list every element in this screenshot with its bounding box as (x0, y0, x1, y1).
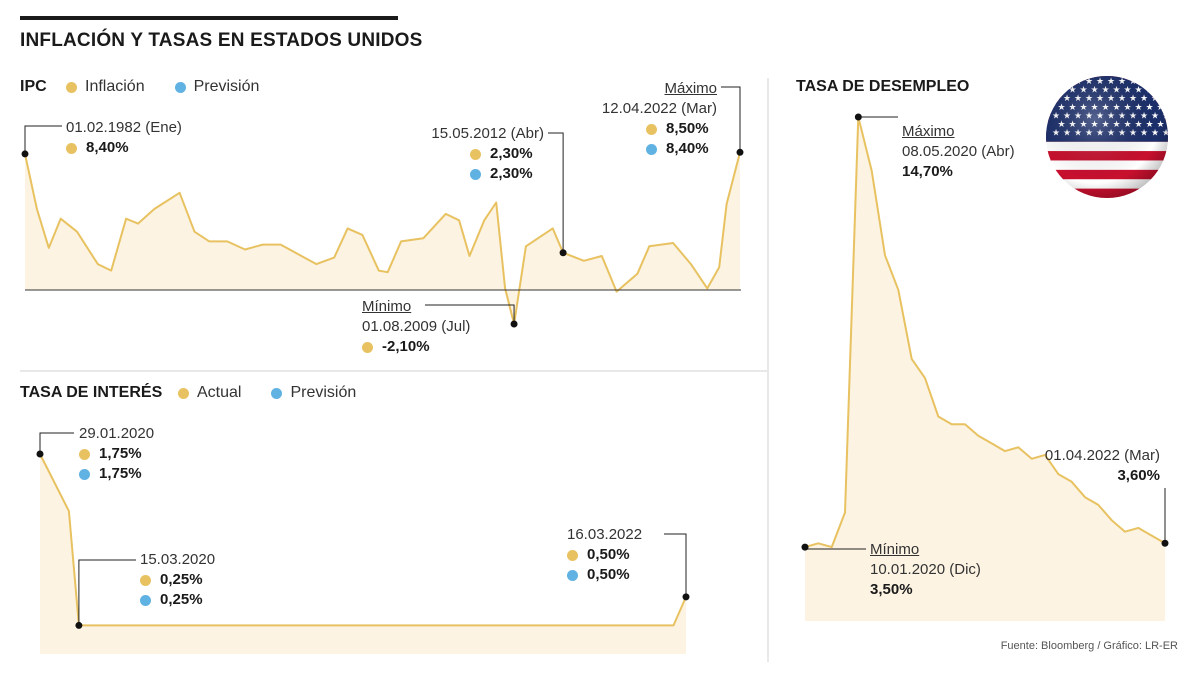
svg-text:★: ★ (1151, 77, 1159, 87)
ipc-annotation-max: Máximo 12.04.2022 (Mar) 8,50% 8,40% (580, 79, 717, 159)
desempleo-min-date: 10.01.2020 (Dic) (870, 561, 981, 578)
desempleo-annotation-max: Máximo 08.05.2020 (Abr) 14,70% (902, 122, 1015, 182)
desempleo-min-label: Mínimo (870, 541, 920, 558)
interes-b-prevision: 0,25% (160, 591, 203, 608)
legend-label-actual: Actual (197, 384, 242, 401)
interes-c-date: 16.03.2022 (567, 526, 643, 543)
ipc-max-date: 12.04.2022 (Mar) (601, 100, 717, 117)
interes-annotation-b: 15.03.2020 0,25% 0,25% (140, 550, 215, 610)
title-rule (20, 16, 398, 20)
interes-b-actual: 0,25% (160, 571, 203, 588)
desempleo-min-value: 3,50% (870, 581, 913, 598)
interes-annotation-a: 29.01.2020 1,75% 1,75% (79, 424, 154, 484)
legend-swatch-prevision-int (271, 387, 283, 399)
ipc-mid-inflacion: 2,30% (490, 145, 533, 162)
desempleo-annotation-end: 01.04.2022 (Mar) 3,60% (1010, 446, 1160, 486)
desempleo-line (804, 116, 1166, 549)
interes-b-leader (78, 559, 136, 626)
svg-text:★: ★ (1157, 86, 1165, 96)
interes-c-leader (664, 533, 687, 597)
ipc-mid-leader (548, 132, 564, 253)
desempleo-min-marker (801, 543, 809, 551)
desempleo-end-date: 01.04.2022 (Mar) (1044, 447, 1160, 464)
page-title: INFLACIÓN Y TASAS EN ESTADOS UNIDOS (20, 30, 423, 51)
ipc-max-label: Máximo (664, 80, 717, 97)
source-note: Fuente: Bloomberg / Gráfico: LR-ER (1000, 640, 1178, 652)
legend-label-prevision-int: Previsión (290, 384, 357, 401)
svg-text:★: ★ (1140, 77, 1148, 87)
ipc-max-prevision: 8,40% (666, 140, 709, 157)
ipc-line (24, 152, 741, 325)
ipc-annotation-min: Mínimo 01.08.2009 (Jul) -2,10% (362, 297, 470, 357)
ipc-max-leader (721, 86, 741, 153)
interes-a-prevision: 1,75% (99, 465, 142, 482)
interes-area (40, 454, 686, 654)
desempleo-max-value: 14,70% (902, 163, 953, 180)
svg-text:★: ★ (1162, 77, 1170, 87)
desempleo-area (805, 117, 1165, 621)
desempleo-max-date: 08.05.2020 (Abr) (902, 143, 1015, 160)
ipc-start-inflacion: 8,40% (86, 139, 129, 156)
desempleo-annotation-min: Mínimo 10.01.2020 (Dic) 3,50% (870, 540, 981, 600)
interes-a-leader (39, 432, 74, 454)
interes-legend: Actual Previsión (178, 384, 356, 402)
legend-swatch-prevision (174, 81, 186, 93)
ipc-min-marker (510, 320, 518, 328)
interes-c-marker (682, 593, 690, 601)
ipc-min-label: Mínimo (362, 298, 412, 315)
ipc-start-marker (21, 150, 29, 158)
legend-swatch-inflacion (66, 81, 77, 93)
desempleo-end-value: 3,60% (1117, 467, 1160, 484)
svg-text:★: ★ (1168, 103, 1176, 113)
svg-text:★: ★ (1052, 77, 1060, 87)
desempleo-max-marker (854, 113, 862, 121)
interes-b-marker (75, 621, 83, 629)
interes-a-date: 29.01.2020 (79, 425, 155, 442)
ipc-area (25, 152, 740, 324)
ipc-start-date: 01.02.1982 (Ene) (66, 119, 182, 136)
ipc-mid-prevision: 2,30% (490, 165, 533, 182)
interes-c-prevision: 0,50% (587, 566, 630, 583)
ipc-min-leader (425, 304, 515, 325)
desempleo-title: TASA DE DESEMPLEO (796, 78, 970, 95)
ipc-title: IPC (20, 78, 47, 95)
ipc-max-inflacion: 8,50% (666, 120, 709, 137)
svg-text:★: ★ (1162, 94, 1170, 104)
interes-a-marker (36, 450, 44, 458)
ipc-legend: Inflación Previsión (66, 78, 259, 96)
ipc-start-leader (24, 125, 62, 154)
legend-swatch-actual (178, 387, 189, 399)
svg-text:★: ★ (1063, 77, 1071, 87)
desempleo-end-marker (1161, 539, 1169, 547)
interes-c-actual: 0,50% (587, 546, 630, 563)
interes-title: TASA DE INTERÉS (20, 384, 163, 401)
ipc-annotation-start: 01.02.1982 (Ene) 8,40% (66, 118, 182, 158)
svg-text:★: ★ (1168, 120, 1176, 130)
interes-b-date: 15.03.2020 (140, 551, 216, 568)
legend-label-prevision: Previsión (193, 78, 260, 95)
legend-label-inflacion: Inflación (85, 78, 145, 95)
ipc-annotation-mid: 15.05.2012 (Abr) 2,30% 2,30% (394, 124, 544, 184)
interes-annotation-c: 16.03.2022 0,50% 0,50% (567, 525, 642, 585)
svg-text:★: ★ (1168, 86, 1176, 96)
ipc-min-inflacion: -2,10% (382, 338, 430, 355)
interes-a-actual: 1,75% (99, 445, 142, 462)
ipc-max-marker (736, 148, 744, 156)
ipc-mid-date: 15.05.2012 (Abr) (431, 125, 544, 142)
ipc-mid-marker (559, 249, 567, 257)
desempleo-max-label: Máximo (902, 123, 955, 140)
ipc-min-date: 01.08.2009 (Jul) (362, 318, 471, 335)
